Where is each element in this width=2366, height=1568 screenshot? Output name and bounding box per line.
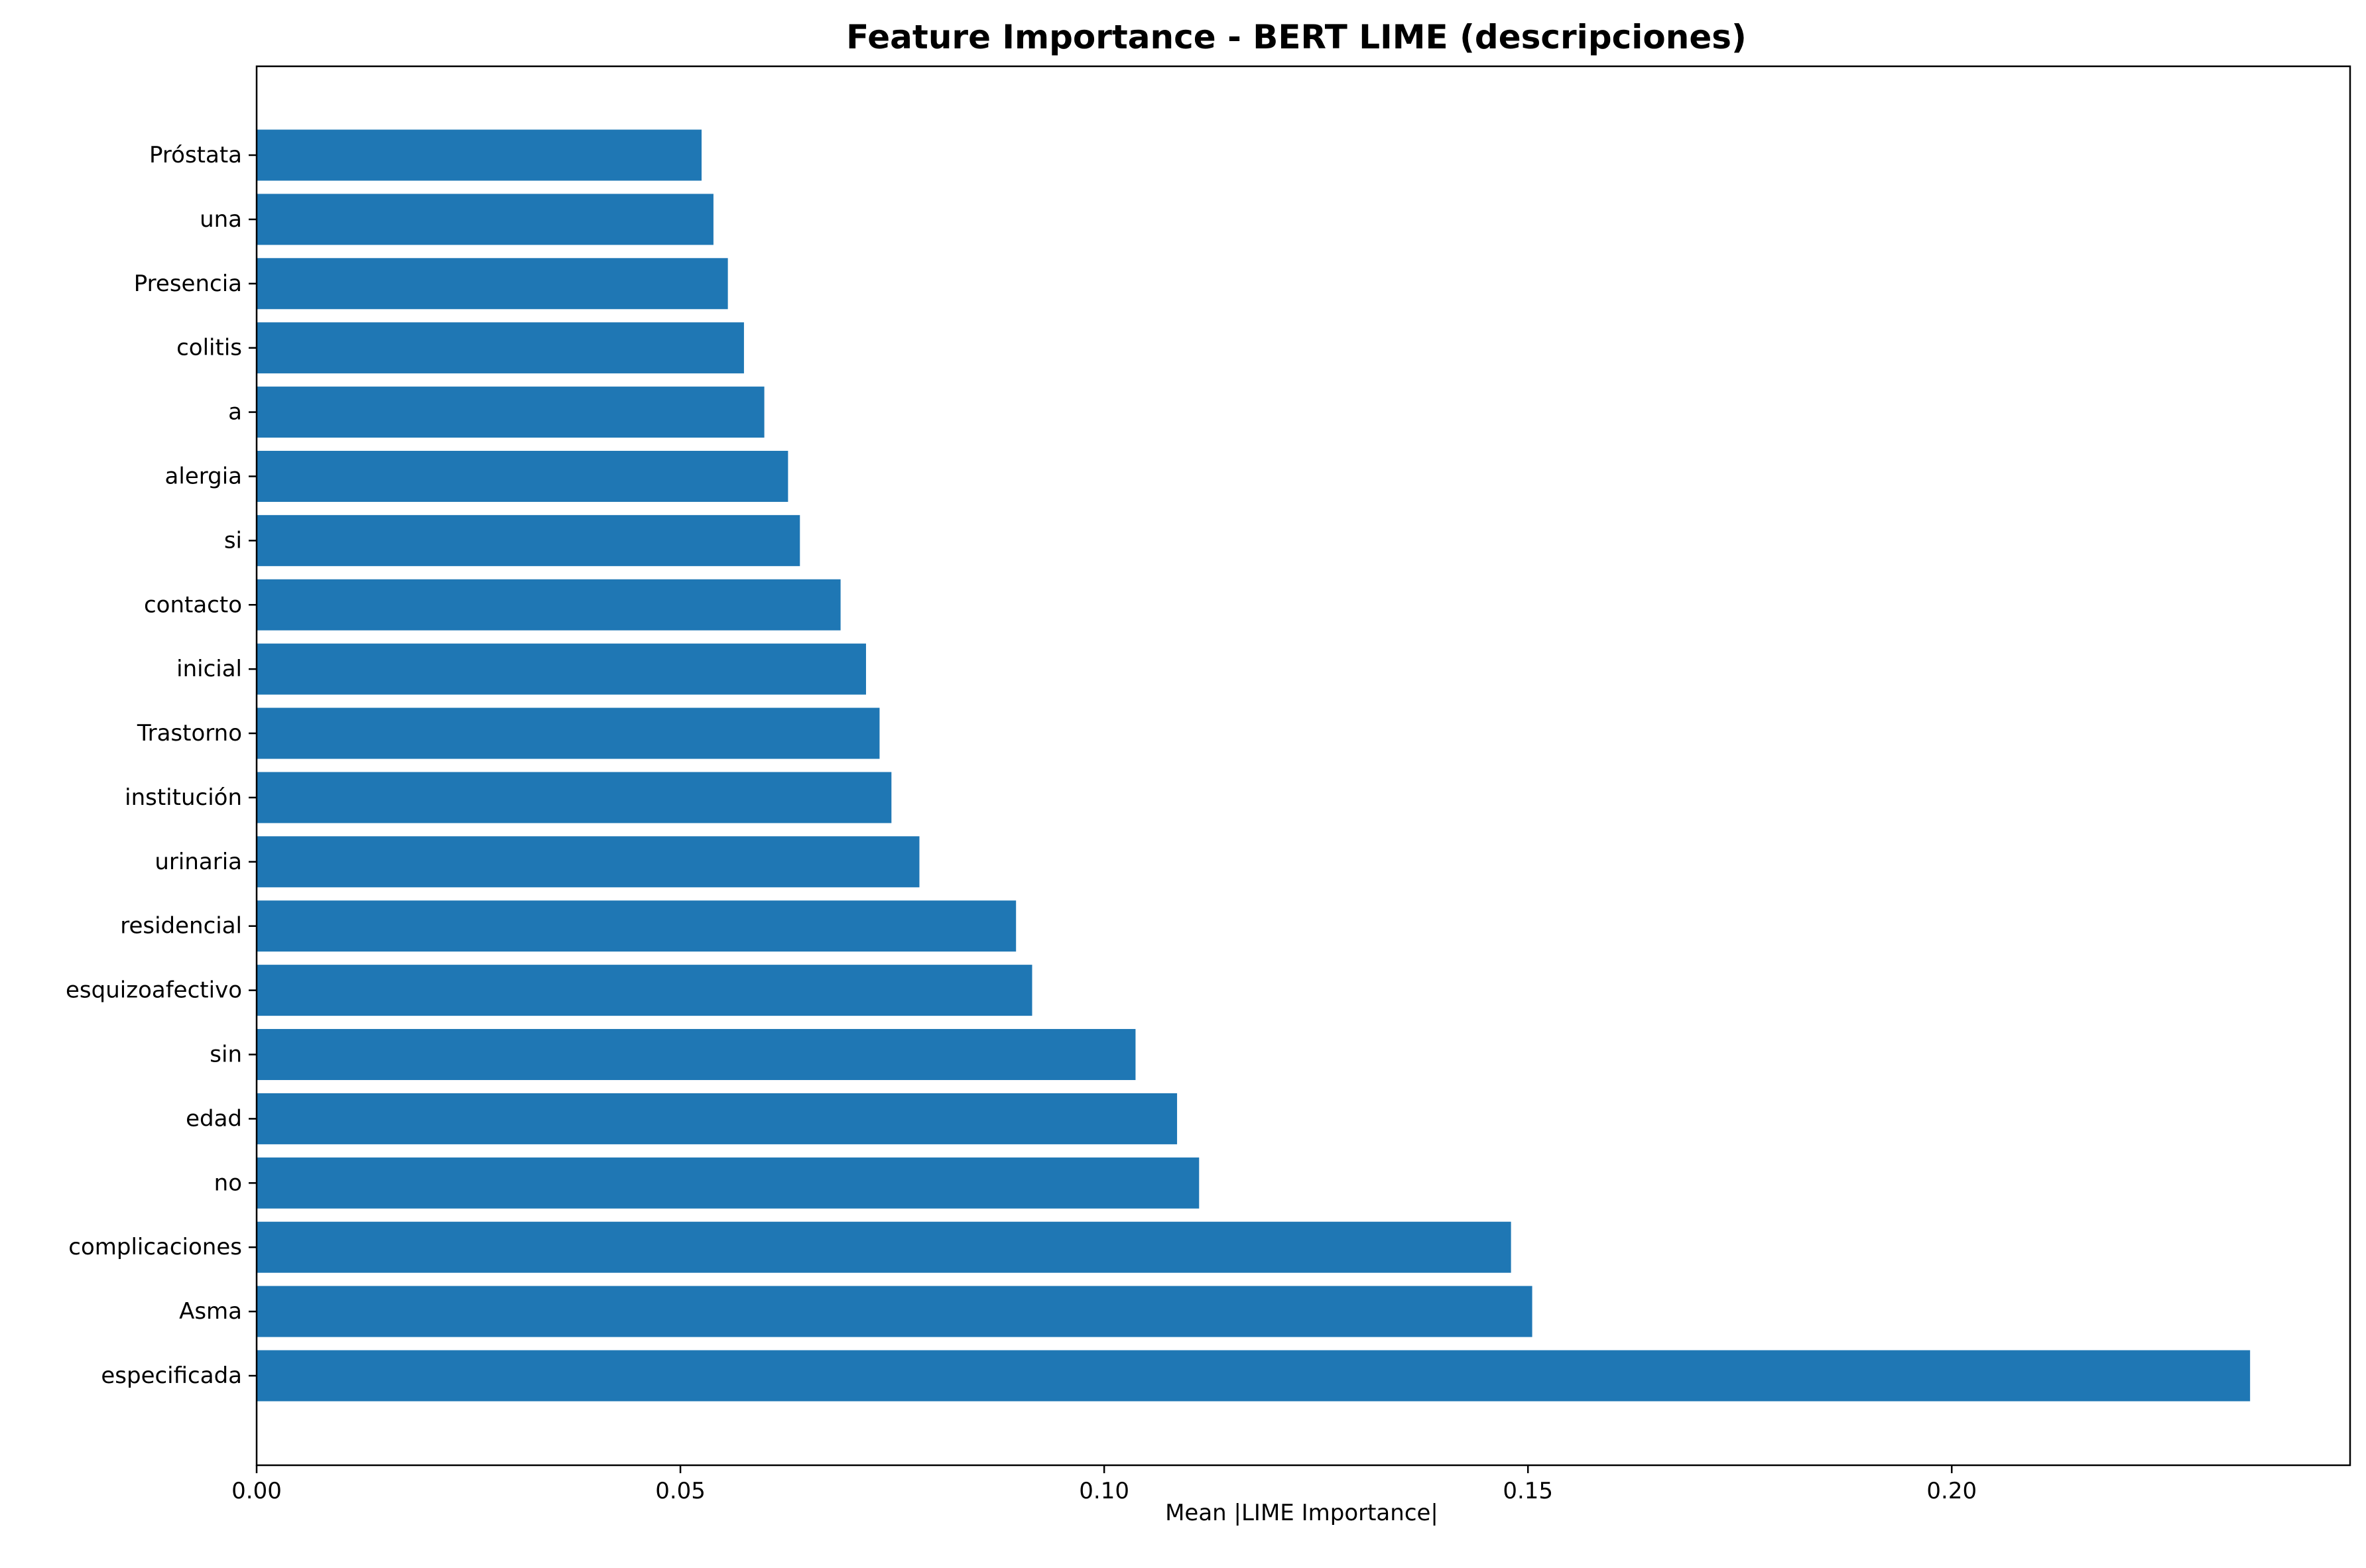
- y-tick-label: complicaciones: [68, 1234, 242, 1260]
- bar-5: [257, 1029, 1136, 1081]
- bar-9: [257, 772, 892, 823]
- bar-8: [257, 836, 920, 888]
- y-tick-label: urinaria: [155, 849, 242, 875]
- y-tick-label: si: [224, 527, 242, 554]
- y-tick-label: a: [228, 399, 242, 426]
- bar-0: [257, 1350, 2251, 1402]
- x-tick-label: 0.20: [1926, 1478, 1977, 1504]
- y-tick-label: edad: [186, 1105, 242, 1132]
- y-axis-ticks: especificada Asma complicaciones no edad sin e…: [66, 142, 257, 1389]
- y-tick-label: una: [200, 206, 242, 233]
- x-tick-label: 0.00: [231, 1478, 282, 1504]
- bar-2: [257, 1221, 1511, 1273]
- bar-14: [257, 450, 788, 502]
- bars-group: [257, 129, 2251, 1402]
- y-tick-label: colitis: [176, 335, 242, 361]
- bar-12: [257, 579, 841, 631]
- x-axis-label: Mean |LIME Importance|: [1165, 1500, 1438, 1526]
- x-tick-label: 0.10: [1079, 1478, 1129, 1504]
- bar-15: [257, 387, 765, 438]
- bar-17: [257, 258, 728, 310]
- bar-16: [257, 322, 744, 374]
- bar-1: [257, 1286, 1532, 1337]
- y-tick-label: Asma: [179, 1298, 242, 1325]
- bar-10: [257, 707, 880, 759]
- x-tick-label: 0.15: [1503, 1478, 1553, 1504]
- y-tick-label: Próstata: [149, 142, 242, 168]
- bar-11: [257, 643, 866, 695]
- y-tick-label: institución: [125, 784, 242, 811]
- plot-frame: [255, 65, 2351, 1467]
- y-tick-label: contacto: [144, 591, 242, 618]
- y-tick-label: sin: [210, 1042, 242, 1068]
- bar-6: [257, 965, 1032, 1016]
- y-tick-label: Presencia: [134, 271, 242, 297]
- bar-18: [257, 194, 714, 245]
- y-tick-label: especificada: [101, 1362, 242, 1389]
- bar-3: [257, 1157, 1200, 1209]
- bar-19: [257, 129, 702, 181]
- y-tick-label: inicial: [176, 656, 242, 682]
- bar-7: [257, 900, 1017, 952]
- chart-title: Feature Importance - BERT LIME (descripc…: [846, 18, 1747, 56]
- y-tick-label: Trastorno: [137, 720, 242, 747]
- y-tick-label: alergia: [165, 463, 242, 489]
- bar-4: [257, 1093, 1178, 1144]
- x-axis-ticks: 0.00 0.05 0.10 0.15 0.20: [231, 1465, 1977, 1504]
- x-tick-label: 0.05: [655, 1478, 706, 1504]
- y-tick-label: esquizoafectivo: [66, 977, 242, 1004]
- bar-13: [257, 514, 800, 566]
- y-tick-label: residencial: [120, 913, 242, 939]
- y-tick-label: no: [214, 1170, 242, 1196]
